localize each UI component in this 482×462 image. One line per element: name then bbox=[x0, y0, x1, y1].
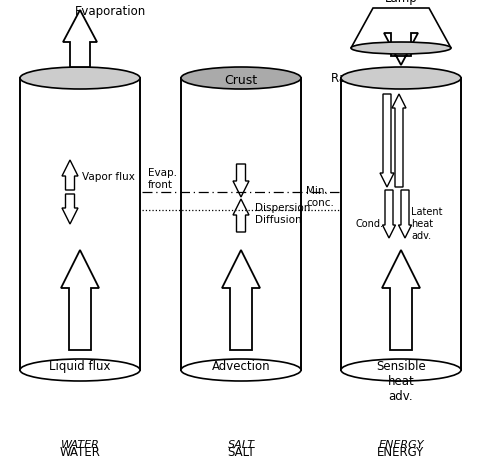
Bar bbox=[341, 78, 461, 370]
Polygon shape bbox=[383, 190, 396, 238]
Polygon shape bbox=[233, 164, 249, 197]
Text: Latent
heat
adv.: Latent heat adv. bbox=[411, 207, 442, 241]
Ellipse shape bbox=[341, 67, 461, 89]
Text: WATER: WATER bbox=[61, 440, 99, 450]
Polygon shape bbox=[392, 94, 406, 187]
Polygon shape bbox=[382, 250, 420, 350]
Text: Dispersion
Diffusion: Dispersion Diffusion bbox=[255, 203, 310, 225]
Ellipse shape bbox=[181, 67, 301, 89]
Ellipse shape bbox=[351, 42, 451, 54]
Polygon shape bbox=[222, 250, 260, 350]
Text: Vapor flux: Vapor flux bbox=[82, 172, 135, 182]
Polygon shape bbox=[233, 199, 249, 232]
Text: SALT: SALT bbox=[227, 445, 255, 458]
Text: SALT: SALT bbox=[228, 440, 254, 450]
Bar bbox=[181, 78, 301, 370]
Polygon shape bbox=[351, 8, 451, 48]
Polygon shape bbox=[384, 33, 418, 65]
Ellipse shape bbox=[20, 359, 140, 381]
Text: WATER: WATER bbox=[60, 445, 100, 458]
Text: Crust: Crust bbox=[225, 73, 257, 86]
Text: Cond.: Cond. bbox=[355, 219, 383, 229]
Polygon shape bbox=[61, 250, 99, 350]
Text: ENERGY: ENERGY bbox=[378, 440, 424, 450]
Text: ENERGY: ENERGY bbox=[377, 445, 425, 458]
Text: Liquid flux: Liquid flux bbox=[49, 360, 111, 373]
Polygon shape bbox=[63, 10, 97, 67]
Text: Min.
conc.: Min. conc. bbox=[306, 186, 334, 208]
Text: Radiant heat: Radiant heat bbox=[331, 72, 407, 85]
Polygon shape bbox=[62, 160, 78, 190]
Text: Lamp: Lamp bbox=[385, 0, 417, 5]
Polygon shape bbox=[399, 190, 412, 238]
Ellipse shape bbox=[341, 359, 461, 381]
Text: Evap.
front: Evap. front bbox=[148, 169, 177, 190]
Polygon shape bbox=[380, 94, 394, 187]
Ellipse shape bbox=[20, 67, 140, 89]
Text: Advection: Advection bbox=[212, 360, 270, 373]
Ellipse shape bbox=[181, 359, 301, 381]
Polygon shape bbox=[62, 194, 78, 224]
Text: Sensible
heat
adv.: Sensible heat adv. bbox=[376, 360, 426, 403]
Bar bbox=[20, 78, 140, 370]
Text: Evaporation: Evaporation bbox=[75, 5, 146, 18]
